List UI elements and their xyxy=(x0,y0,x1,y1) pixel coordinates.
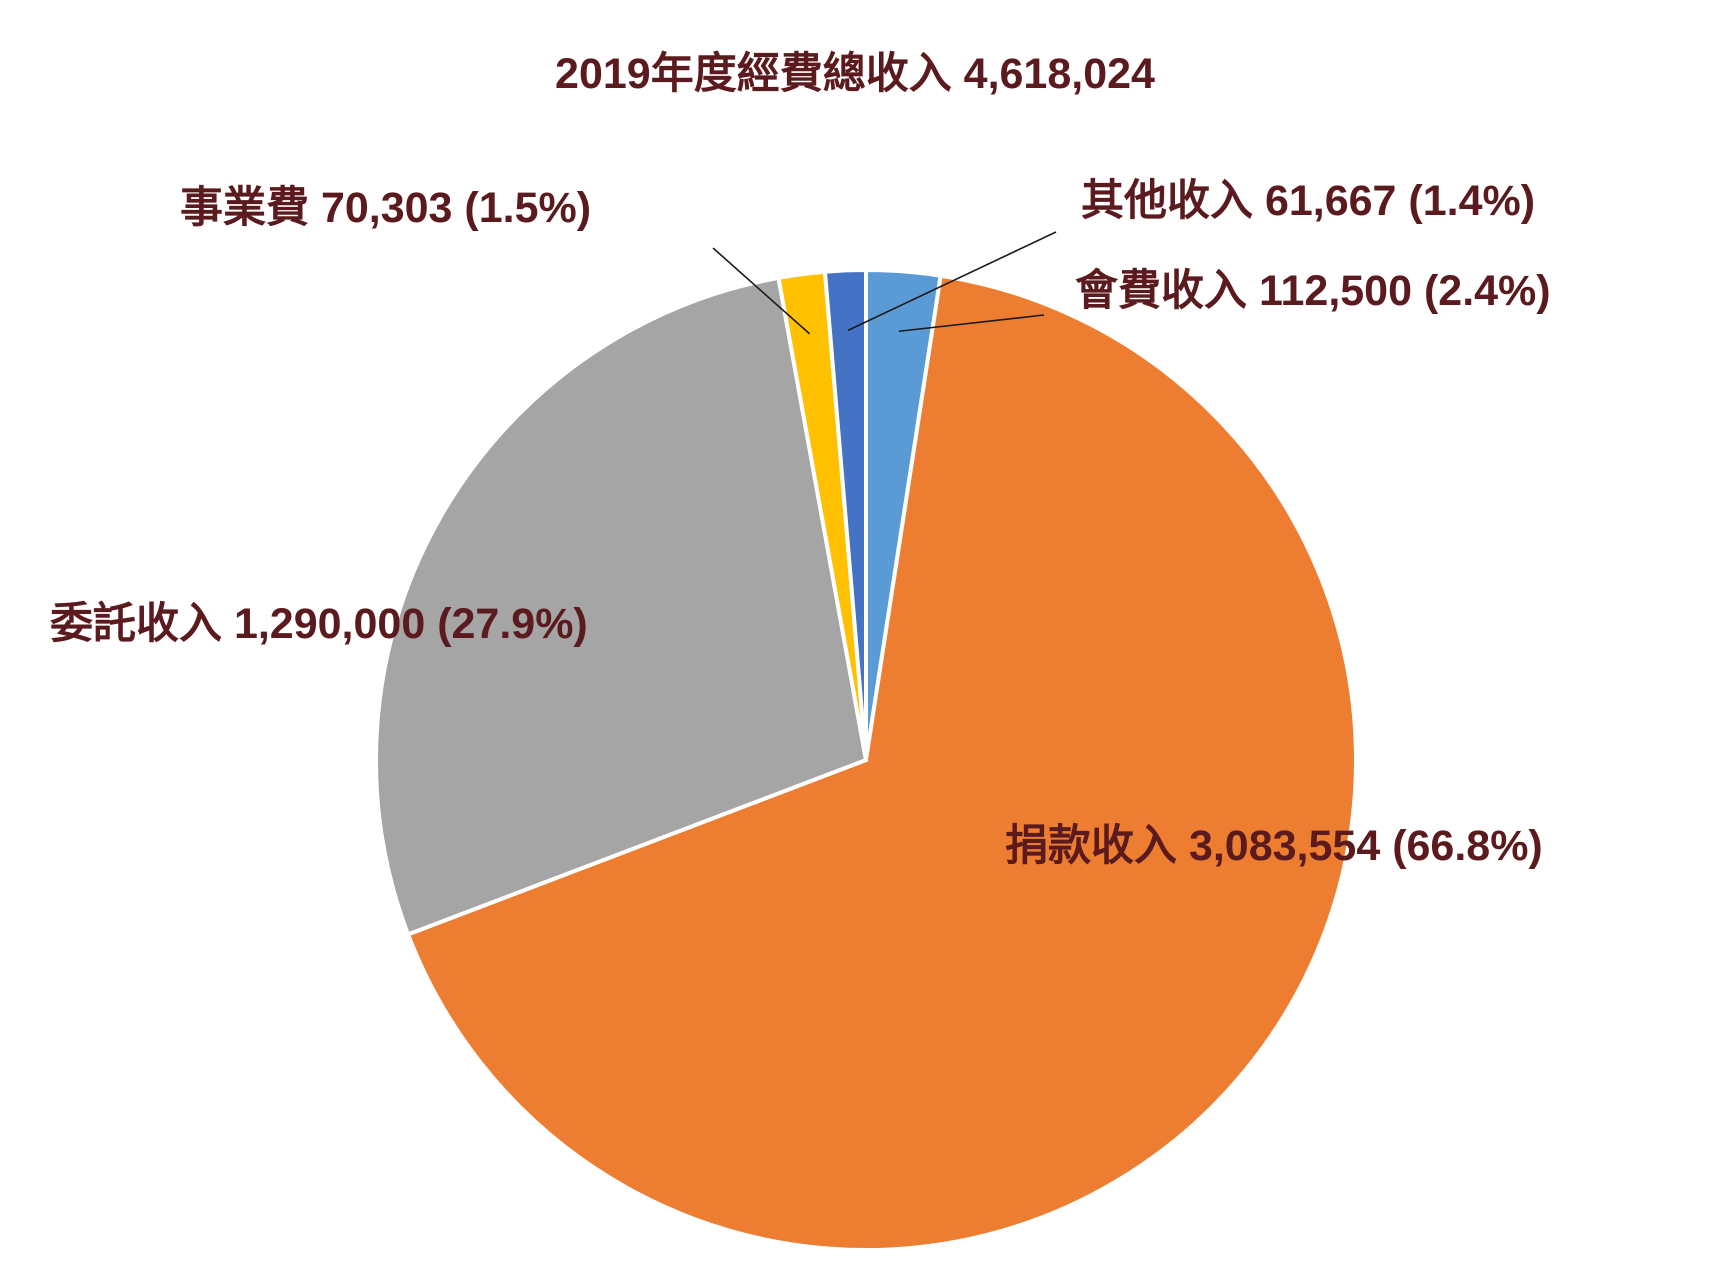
slice-label-其他收入: 其他收入 61,667 (1.4%) xyxy=(1081,177,1535,225)
leader-line-事業費 xyxy=(712,247,811,335)
leader-line-會費收入 xyxy=(898,314,1045,333)
slice-labels: 會費收入 112,500 (2.4%) 捐款收入 3,083,554 (66.8%… xyxy=(50,177,1551,870)
slice-label-委託收入: 委託收入 1,290,000 (27.9%) xyxy=(50,600,588,648)
chart-title: 2019年度經費總收入 4,618,024 xyxy=(555,50,1155,98)
pie-slice-其他收入 xyxy=(822,267,868,761)
pie-slices xyxy=(374,267,1358,1252)
slice-label-事業費: 事業費 70,303 (1.5%) xyxy=(180,184,591,232)
slice-label-會費收入: 會費收入 112,500 (2.4%) xyxy=(1075,267,1551,315)
leader-line-其他收入 xyxy=(847,231,1057,332)
pie-slice-委託收入 xyxy=(374,275,869,937)
leader-lines xyxy=(712,231,1057,335)
pie-slice-捐款收入 xyxy=(405,273,1358,1252)
slice-label-捐款收入: 捐款收入 3,083,554 (66.8%) xyxy=(1005,822,1543,870)
